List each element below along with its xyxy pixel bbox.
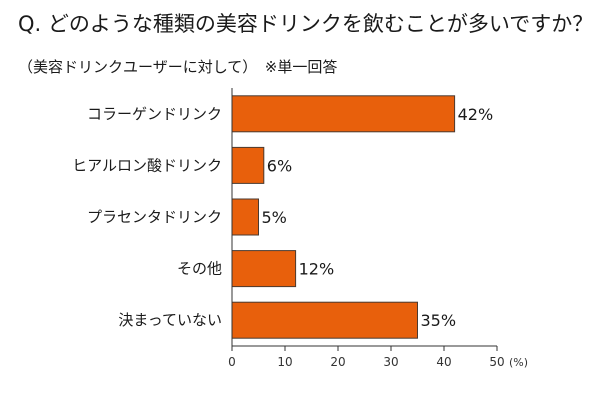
category-label: プラセンタドリンク	[87, 208, 222, 226]
category-label: ヒアルロン酸ドリンク	[72, 156, 222, 174]
bar	[231, 301, 418, 339]
bar	[231, 95, 456, 133]
x-tick-label: 20	[330, 355, 345, 369]
value-label: 42%	[458, 105, 494, 124]
x-unit-label: (%)	[509, 356, 528, 369]
value-label: 5%	[262, 208, 287, 227]
chart-title: Q. どのような種類の美容ドリンクを飲むことが多いですか？	[18, 12, 594, 36]
value-label: 35%	[421, 311, 457, 330]
value-label: 12%	[299, 260, 335, 279]
category-label: コラーゲンドリンク	[87, 105, 222, 123]
x-tick-label: 50	[489, 355, 504, 369]
x-tick-label: 10	[277, 355, 292, 369]
category-label: 決まっていない	[118, 311, 222, 329]
x-tick-label: 40	[436, 355, 451, 369]
bar	[231, 198, 259, 236]
bar	[231, 250, 297, 288]
category-label: その他	[177, 260, 222, 278]
x-tick-label: 30	[383, 355, 398, 369]
value-label: 6%	[267, 156, 292, 175]
bar	[231, 146, 265, 184]
x-tick-label: 0	[228, 355, 236, 369]
chart-subtitle: （美容ドリンクユーザーに対して） ※単一回答	[18, 58, 338, 76]
